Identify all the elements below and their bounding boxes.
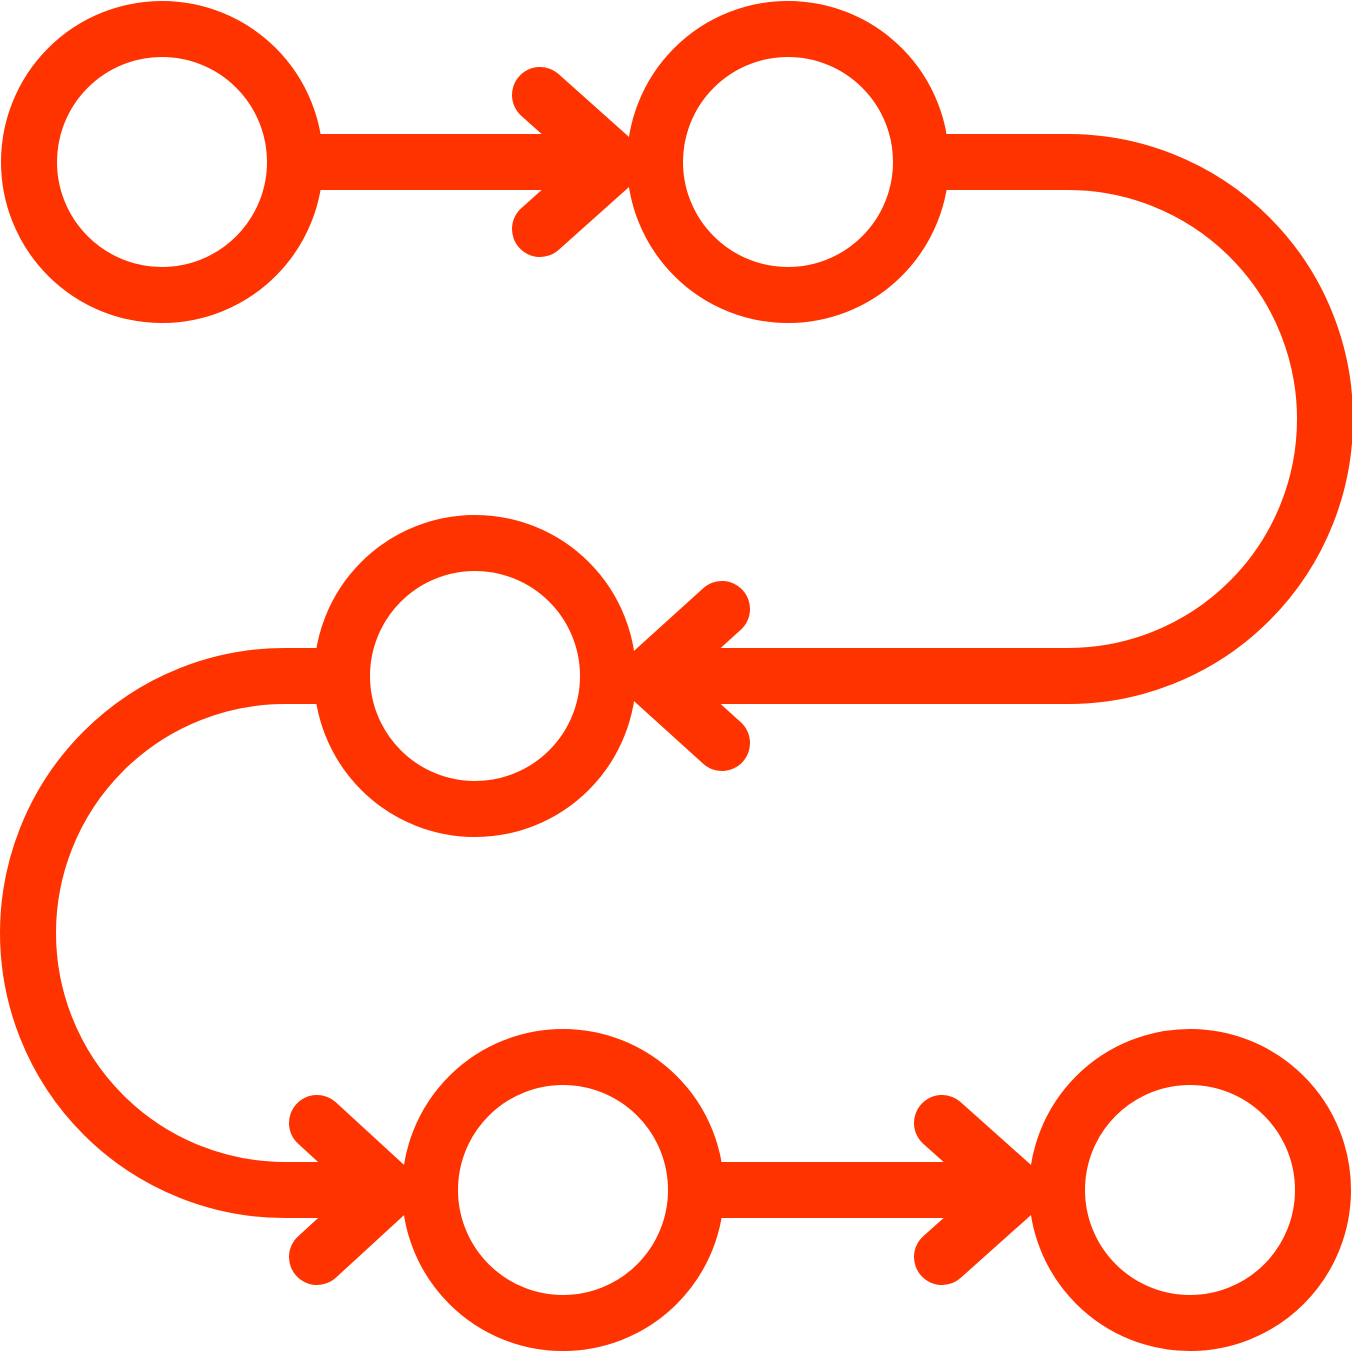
node-3 [314, 515, 636, 837]
arrowhead-right-1 [512, 67, 643, 257]
node-1 [1, 1, 323, 323]
node-4 [402, 1029, 724, 1351]
arrowhead-right-4 [914, 1095, 1045, 1285]
node-5 [1029, 1029, 1351, 1351]
node-2 [627, 1, 949, 323]
arrowhead-right-3 [289, 1095, 418, 1285]
connector-2-to-3 [620, 134, 1352, 704]
arrowhead-left-2 [620, 581, 750, 771]
connector-3-to-4 [0, 648, 418, 1218]
